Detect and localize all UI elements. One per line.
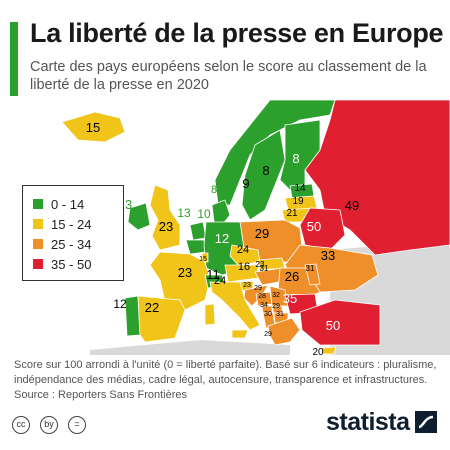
- score-label-finlande: 8: [262, 163, 269, 178]
- legend-swatch: [33, 199, 43, 209]
- region-pays_bas: [189, 221, 207, 241]
- statista-logo[interactable]: statista: [326, 408, 410, 436]
- score-label-luxembourg: 15: [199, 256, 207, 263]
- legend-item: 35 - 50: [33, 254, 113, 274]
- attribution-icon[interactable]: by: [40, 416, 58, 434]
- score-label-slovenie: 23: [243, 282, 251, 289]
- score-label-royaume_uni: 23: [159, 219, 173, 234]
- region-france: [149, 251, 211, 311]
- legend-item: 25 - 34: [33, 234, 113, 254]
- score-label-autriche: 16: [238, 261, 250, 273]
- score-label-norvege: 8: [292, 151, 299, 166]
- score-label-albanie: 30: [264, 311, 272, 318]
- region-norvege: [214, 100, 336, 206]
- region-luxembourg: [201, 252, 209, 263]
- region-lettonie: [284, 195, 318, 211]
- score-label-suisse: 11: [206, 267, 220, 282]
- region-chypre: [321, 346, 337, 355]
- score-label-portugal: 12: [113, 297, 127, 311]
- score-label-espagne: 22: [145, 300, 159, 315]
- region-suede: [241, 129, 286, 221]
- region-italie-islands: [204, 303, 249, 339]
- region-italie: [209, 281, 261, 331]
- score-label-bosnie: 28: [258, 293, 266, 300]
- score-label-serbie: 32: [272, 292, 280, 299]
- region-nonclassified-africa: [90, 340, 290, 355]
- score-label-moldavie: 31: [306, 264, 315, 273]
- region-turquie: [299, 299, 381, 346]
- map-legend: 0 - 14 15 - 24 25 - 34 35 - 50: [22, 185, 124, 281]
- region-islande: [61, 111, 126, 143]
- score-label-macedoine: 31: [276, 311, 284, 318]
- score-label-suede: 9: [242, 176, 249, 191]
- score-label-lituanie: 21: [286, 208, 298, 219]
- score-label-kosovo: 29: [272, 303, 280, 310]
- region-belgique: [185, 239, 207, 255]
- region-tchequie: [229, 244, 261, 266]
- no-derivatives-icon[interactable]: =: [68, 416, 86, 434]
- score-label-belgique: 10: [197, 207, 211, 221]
- score-label-chypre: 20: [312, 347, 324, 355]
- score-label-croatie: 29: [254, 285, 262, 292]
- score-label-slovaquie: 23: [256, 260, 265, 269]
- legend-swatch: [33, 239, 43, 249]
- score-label-grece: 29: [264, 331, 272, 338]
- legend-item: 0 - 14: [33, 194, 113, 214]
- score-label-bielorussie: 50: [307, 219, 321, 234]
- score-label-italie: 24: [214, 275, 226, 287]
- page-subtitle: Carte des pays européens selon le score …: [30, 59, 427, 93]
- page-title: La liberté de la presse en Europe: [30, 18, 444, 48]
- score-label-bulgarie: 35: [283, 291, 297, 306]
- score-label-islande: 15: [86, 120, 100, 135]
- region-danemark: [211, 199, 231, 226]
- region-royaume_uni: [149, 184, 181, 251]
- score-label-hongrie: 31: [260, 264, 269, 273]
- region-portugal: [124, 295, 141, 337]
- score-label-turquie: 50: [326, 318, 340, 333]
- cc-license-icon[interactable]: cc: [12, 416, 30, 434]
- score-label-montenegro: 34: [260, 302, 268, 309]
- score-label-ukraine: 33: [321, 248, 335, 263]
- legend-label: 15 - 24: [51, 216, 92, 232]
- legend-label: 35 - 50: [51, 256, 92, 272]
- footnote-text: Score sur 100 arrondi à l'unité (0 = lib…: [14, 359, 437, 386]
- score-label-roumanie: 26: [285, 269, 299, 284]
- legend-label: 0 - 14: [51, 196, 85, 212]
- region-grece: [267, 317, 301, 346]
- legend-item: 15 - 24: [33, 214, 113, 234]
- legend-swatch: [33, 259, 43, 269]
- score-label-allemagne: 12: [215, 231, 229, 246]
- legend-swatch: [33, 219, 43, 229]
- region-espagne: [137, 295, 186, 343]
- europe-map: 15 13 23 8 9 8 8 14 19 21 50 49 13 10 15…: [61, 100, 450, 355]
- region-moldavie: [304, 263, 321, 286]
- score-label-pays_bas: 13: [177, 206, 191, 220]
- score-label-tchequie: 24: [237, 244, 249, 256]
- score-label-danemark: 8: [211, 184, 217, 196]
- score-label-france: 23: [178, 265, 192, 280]
- score-label-lettonie: 19: [292, 196, 304, 207]
- score-label-russie: 49: [345, 198, 359, 213]
- title-accent-bar: [10, 22, 18, 96]
- legend-label: 25 - 34: [51, 236, 92, 252]
- statista-logo-icon: [415, 411, 437, 433]
- footnote: Score sur 100 arrondi à l'unité (0 = lib…: [14, 358, 444, 403]
- score-label-pologne: 29: [255, 226, 269, 241]
- source-text: Source : Reporters Sans Frontières: [14, 389, 188, 401]
- score-label-estonie: 14: [294, 183, 306, 194]
- region-irlande: [127, 202, 151, 231]
